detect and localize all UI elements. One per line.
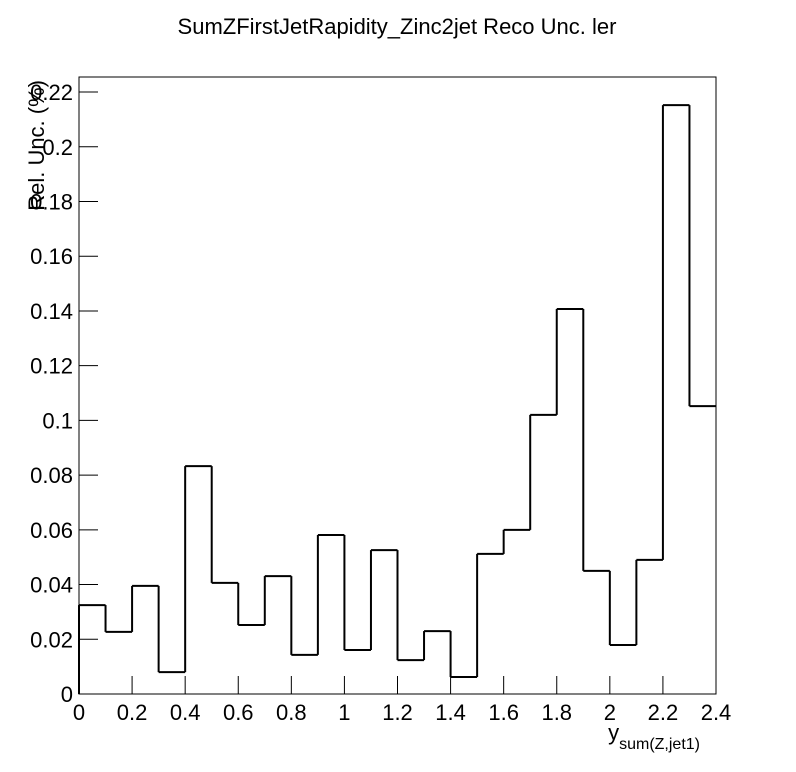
x-label-subscript: sum(Z,jet1) bbox=[619, 736, 700, 753]
y-tick-label: 0 bbox=[61, 682, 73, 707]
y-tick-label: 0.1 bbox=[42, 408, 73, 433]
y-tick-label: 0.16 bbox=[30, 244, 73, 269]
x-tick-label: 2.2 bbox=[648, 700, 679, 725]
y-tick-label: 0.14 bbox=[30, 299, 73, 324]
chart-title: SumZFirstJetRapidity_Zinc2jet Reco Unc. … bbox=[178, 14, 617, 39]
x-tick-label: 1 bbox=[338, 700, 350, 725]
x-tick-label: 0.6 bbox=[223, 700, 254, 725]
y-tick-label: 0.02 bbox=[30, 627, 73, 652]
x-tick-label: 2.4 bbox=[701, 700, 732, 725]
y-tick-label: 0.08 bbox=[30, 463, 73, 488]
y-tick-label: 0.12 bbox=[30, 354, 73, 379]
x-tick-label: 1.6 bbox=[488, 700, 519, 725]
y-tick-label: 0.04 bbox=[30, 573, 73, 598]
y-axis-label: Rel. Unc. (%) bbox=[24, 80, 49, 211]
y-tick-label: 0.18 bbox=[30, 189, 73, 214]
x-axis-label: ysum(Z,jet1) bbox=[608, 720, 700, 753]
x-label-main: y bbox=[608, 720, 619, 745]
x-tick-label: 0.4 bbox=[170, 700, 201, 725]
x-tick-label: 1.4 bbox=[435, 700, 466, 725]
y-tick-label: 0.2 bbox=[42, 135, 73, 160]
x-tick-label: 0 bbox=[73, 700, 85, 725]
x-tick-label: 2 bbox=[604, 700, 616, 725]
x-tick-label: 0.2 bbox=[117, 700, 148, 725]
x-tick-label: 0.8 bbox=[276, 700, 307, 725]
y-tick-label: 0.06 bbox=[30, 518, 73, 543]
x-tick-label: 1.8 bbox=[541, 700, 572, 725]
y-tick-label: 0.22 bbox=[30, 80, 73, 105]
x-tick-label: 1.2 bbox=[382, 700, 413, 725]
